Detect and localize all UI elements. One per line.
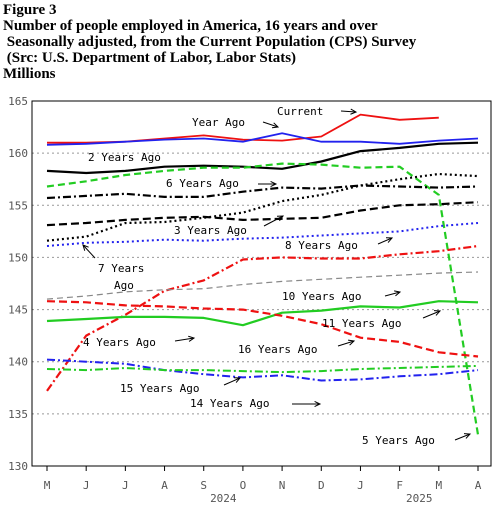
annotation-arrow-head — [350, 108, 358, 115]
year-label: 2024 — [210, 492, 237, 505]
plot-frame — [31, 100, 492, 467]
x-tick-label: M — [436, 479, 443, 492]
annotation-arrow-head — [385, 237, 394, 243]
x-tick-label: O — [240, 479, 247, 492]
y-axis-unit: Millions — [3, 66, 56, 82]
annotation-arrow — [377, 237, 393, 245]
annotation-arrow-head — [394, 290, 402, 297]
series-line-3 — [46, 162, 480, 435]
series-line-11 — [46, 300, 479, 358]
series-annotation: Current — [277, 105, 323, 118]
y-tick-label: 165 — [8, 95, 28, 108]
x-tick-label: A — [161, 479, 168, 492]
series-annotation: 6 Years Ago — [166, 177, 239, 190]
x-tick-label: J — [357, 479, 364, 492]
annotation-arrow-head — [276, 215, 285, 222]
chart-subtitle: Seasonally adjusted, from the Current Po… — [3, 34, 417, 50]
annotation-arrow-head — [82, 244, 89, 251]
x-tick-label: S — [200, 479, 207, 492]
series-line-2 — [46, 141, 479, 175]
y-tick-label: 160 — [8, 147, 28, 160]
figure-number: Figure 3 — [3, 2, 57, 18]
series-line-12 — [46, 358, 479, 382]
series-annotation: 11 Years Ago — [322, 317, 401, 330]
annotation-arrow-head — [233, 377, 242, 383]
series-line-4 — [46, 172, 479, 242]
series-line-6 — [46, 222, 479, 247]
series-annotation: Ago — [114, 279, 134, 292]
series-annotation: 14 Years Ago — [190, 397, 269, 410]
y-tick-label: 140 — [8, 356, 28, 369]
annotation-arrow — [422, 310, 441, 319]
annotation-arrow — [454, 433, 471, 441]
annotation-arrow — [174, 337, 195, 342]
y-tick-label: 155 — [8, 199, 28, 212]
series-annotation: 15 Years Ago — [120, 382, 199, 395]
series-annotation: 3 Years Ago — [174, 224, 247, 237]
annotation-arrow — [262, 121, 279, 128]
annotation-arrow — [384, 291, 401, 297]
y-tick-label: 130 — [8, 460, 28, 473]
series-annotation: 2 Years Ago — [88, 151, 161, 164]
x-tick-label: M — [44, 479, 51, 492]
series-line-9 — [46, 271, 479, 300]
x-tick-label: J — [83, 479, 90, 492]
y-tick-label: 150 — [8, 251, 28, 264]
series-annotation: 5 Years Ago — [362, 434, 435, 447]
series-annotation: 4 Years Ago — [83, 336, 156, 349]
series-annotation: 16 Years Ago — [238, 343, 317, 356]
annotation-arrow-head — [433, 310, 442, 316]
series-annotation: 8 Years Ago — [285, 239, 358, 252]
chart-title: Number of people employed in America, 16… — [3, 18, 378, 34]
annotation-arrow-head — [188, 335, 196, 342]
annotation-arrow — [337, 340, 355, 347]
series-line-8 — [46, 244, 479, 392]
x-tick-label: D — [318, 479, 325, 492]
series-line-13 — [46, 364, 479, 374]
series-line-10 — [46, 300, 479, 327]
y-tick-label: 135 — [8, 408, 28, 421]
x-tick-label: J — [122, 479, 129, 492]
chart-source: (Src: U.S. Department of Labor, Labor St… — [3, 50, 297, 66]
annotation-arrow-head — [463, 433, 472, 439]
annotation-arrow-head — [347, 339, 356, 346]
annotation-arrow-head — [314, 400, 322, 408]
annotation-arrow — [223, 377, 241, 386]
y-tick-label: 145 — [8, 304, 28, 317]
x-tick-label: A — [475, 479, 482, 492]
annotation-arrow — [340, 110, 357, 113]
series-line-1 — [46, 132, 479, 146]
annotation-arrow — [263, 215, 284, 227]
annotation-arrow-head — [270, 180, 278, 188]
series-line-5 — [46, 184, 479, 200]
series-annotation: 7 Years — [98, 262, 144, 275]
annotation-arrow-head — [271, 122, 280, 129]
annotation-arrow — [82, 244, 96, 259]
year-label: 2025 — [406, 492, 433, 505]
series-annotation: 10 Years Ago — [282, 290, 361, 303]
series-line-7 — [46, 201, 479, 227]
x-tick-label: F — [396, 479, 403, 492]
x-tick-label: N — [279, 479, 286, 492]
series-annotation: Year Ago — [192, 116, 245, 129]
